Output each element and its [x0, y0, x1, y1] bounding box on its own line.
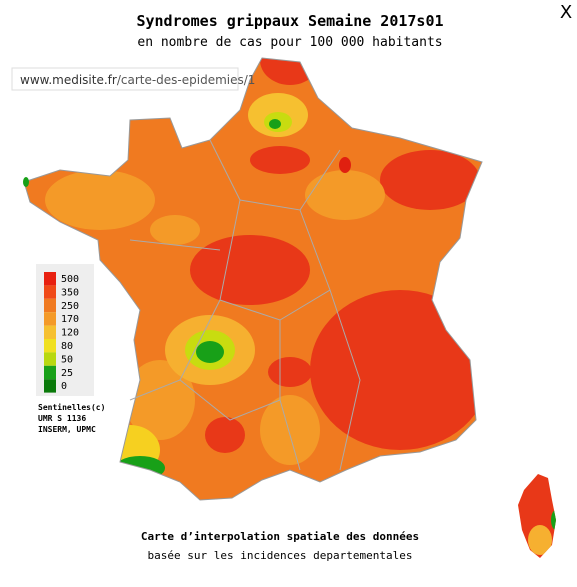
legend-swatch: [44, 339, 56, 353]
caption-sub: basée sur les incidences departementales: [148, 549, 413, 562]
map-subtitle: en nombre de cas pour 100 000 habitants: [137, 35, 442, 50]
url-path: /carte-des-epidemies/1: [117, 73, 256, 87]
legend-swatch: [44, 272, 56, 286]
credit-line: INSERM, UPMC: [38, 425, 96, 434]
url-box: [11, 67, 239, 91]
map-title: Syndromes grippaux Semaine 2017s01: [136, 12, 443, 30]
legend-label: 25: [61, 368, 73, 379]
legend-label: 120: [61, 328, 79, 339]
legend-label: 170: [61, 314, 79, 325]
legend-swatch: [44, 352, 56, 366]
legend-label: 500: [61, 274, 79, 285]
close-button[interactable]: X: [560, 2, 572, 23]
legend-swatch: [44, 325, 56, 339]
url-host: www.medisite.fr: [20, 73, 117, 87]
legend-label: 350: [61, 287, 79, 298]
legend-label: 250: [61, 301, 79, 312]
legend-label: 80: [61, 341, 73, 352]
url-text: www.medisite.fr/carte-des-epidemies/1: [20, 73, 255, 87]
legend-swatch: [44, 312, 56, 326]
legend-label: 50: [61, 354, 73, 365]
legend-swatch: [44, 379, 56, 393]
legend-label: 0: [61, 381, 67, 392]
caption: Carte d’interpolation spatiale des donné…: [141, 530, 419, 543]
legend-swatch: [44, 298, 56, 313]
legend-swatch: [44, 365, 56, 380]
credit-line: Sentinelles(c): [38, 402, 105, 412]
credit-line: UMR S 1136: [38, 414, 86, 423]
legend-swatch: [44, 285, 56, 299]
